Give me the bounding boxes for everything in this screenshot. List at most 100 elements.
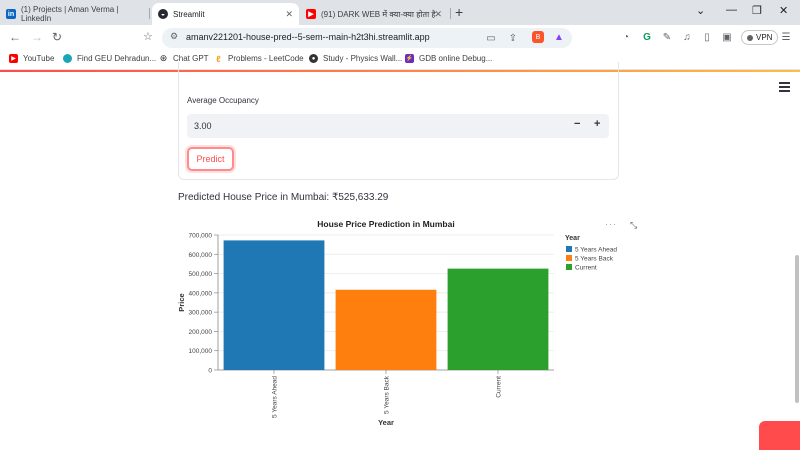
streamlit-badge[interactable] [759,421,800,450]
streamlit-app: Average Occupancy 3.00 − + Predict Predi… [0,62,800,450]
media-icon[interactable]: ♫ [683,31,691,43]
vpn-label: VPN [756,33,773,42]
x-tick-label: 5 Years Ahead [272,376,279,418]
close-tab-icon[interactable]: ✕ [434,8,442,19]
brave-shields-icon[interactable]: B [532,31,544,43]
tab-separator [149,8,150,19]
y-tick-label: 700,000 [189,233,213,240]
minimize-icon[interactable]: — [726,4,737,16]
chart-title: House Price Prediction in Mumbai [317,219,454,229]
back-icon[interactable]: ← [9,30,21,44]
page-scrollbar[interactable] [795,255,799,403]
y-tick-label: 200,000 [189,329,213,336]
predict-button[interactable]: Predict [187,147,234,171]
bookmark-leetcode[interactable]: ℓ Problems - LeetCode [214,54,304,64]
close-window-icon[interactable]: ✕ [779,5,789,17]
legend-title: Year [565,235,580,242]
bar-1 [335,289,437,370]
y-tick-label: 0 [208,368,212,375]
forward-icon[interactable]: → [31,30,43,44]
legend-swatch-1 [566,255,572,261]
bookmarks-bar: ▶ YouTube Find GEU Dehradun... ⊛ Chat GP… [0,50,800,70]
streamlit-icon: ◒ [158,9,168,19]
x-axis-label: Year [378,418,394,427]
grammarly-icon[interactable]: G [643,31,651,43]
streamlit-header-accent [0,70,800,72]
bookmark-label: Chat GPT [173,54,209,63]
occupancy-label: Average Occupancy [187,96,259,105]
url-text: amanv221201-house-pred--5-sem--main-h2t3… [186,32,430,42]
bookmark-label: Find GEU Dehradun... [77,54,157,63]
physics-icon: ● [309,54,318,63]
legend-entry-2: Current [575,265,597,272]
tab-label: (91) DARK WEB में क्या-क्या होता है देख [321,9,436,19]
legend-entry-1: 5 Years Back [575,256,614,263]
youtube-icon: ▶ [9,54,18,63]
tab-streamlit[interactable]: ◒ Streamlit ✕ [152,3,299,25]
tab-search-icon[interactable]: ⌄ [696,5,706,17]
x-tick-label: 5 Years Back [384,375,391,414]
y-tick-label: 400,000 [189,290,213,297]
sidebar-icon[interactable]: ▯ [704,31,710,43]
bookmark-youtube[interactable]: ▶ YouTube [9,54,54,63]
occupancy-value: 3.00 [194,121,212,131]
gdb-icon: ⚡ [405,54,414,63]
legend-swatch-0 [566,246,572,252]
main-menu-icon[interactable] [779,82,790,94]
reload-icon[interactable]: ↻ [52,30,63,44]
fullscreen-icon[interactable]: ⤡ [630,220,638,230]
bookmark-chatgpt[interactable]: ⊛ Chat GPT [159,53,209,63]
predicted-price-text: Predicted House Price in Mumbai: ₹525,63… [178,192,389,203]
y-tick-label: 300,000 [189,310,213,317]
bookmark-label: Problems - LeetCode [228,54,304,63]
y-tick-label: 100,000 [189,348,213,355]
browser-tab-strip: in (1) Projects | Aman Verma | LinkedIn … [0,0,800,25]
address-bar[interactable]: ⚙ amanv221201-house-pred--5-sem--main-h2… [162,28,572,48]
bar-2 [447,268,549,370]
tab-youtube[interactable]: ▶ (91) DARK WEB में क्या-क्या होता है दे… [306,3,448,25]
bookmark-label: YouTube [23,54,55,63]
y-axis-label: Price [177,293,186,311]
decrement-button[interactable]: − [574,118,581,130]
cast-icon[interactable]: ▭ [486,32,496,44]
bookmark-label: GDB online Debug... [419,54,493,63]
bookmark-geu[interactable]: Find GEU Dehradun... [63,54,156,63]
bookmark-gdb[interactable]: ⚡ GDB online Debug... [405,54,492,63]
tab-label: Streamlit [173,9,205,19]
vpn-button[interactable]: VPN [741,30,779,45]
legend-swatch-2 [566,264,572,270]
wallet-icon[interactable]: ▣ [722,31,732,43]
share-icon[interactable]: ⇪ [508,32,518,44]
price-bar-chart: House Price Prediction in Mumbai 0 100,000… [177,219,617,427]
bookmark-icon[interactable]: ☆ [143,31,153,43]
occupancy-number-input[interactable]: 3.00 − + [187,114,609,138]
tab-label: (1) Projects | Aman Verma | LinkedIn [21,5,119,23]
menu-icon[interactable]: ☰ [781,31,791,43]
legend-entry-0: 5 Years Ahead [575,247,617,254]
site-info-icon[interactable]: ⚙ [170,31,179,41]
openai-icon: ⊛ [159,53,168,63]
chart-actions-icon[interactable]: ··· [605,219,617,229]
performance-icon[interactable]: ◔ [622,31,630,43]
tab-separator [450,8,451,19]
close-tab-icon[interactable]: ✕ [285,8,293,19]
linkedin-icon: in [6,9,16,19]
y-tick-label: 600,000 [189,252,213,259]
prediction-form [178,62,619,180]
vpn-icon [747,34,753,41]
extension-icon[interactable]: ✎ [662,31,672,43]
increment-button[interactable]: + [594,118,601,130]
restore-icon[interactable]: ❐ [752,5,762,17]
y-tick-label: 500,000 [189,271,213,278]
tab-linkedin[interactable]: in (1) Projects | Aman Verma | LinkedIn [6,3,146,25]
leetcode-icon: ℓ [214,54,223,64]
youtube-icon: ▶ [306,9,316,19]
new-tab-button[interactable]: + [455,4,464,20]
bookmark-physics[interactable]: ● Study - Physics Wall... [309,54,402,63]
rewards-icon[interactable]: ▲ [554,31,564,43]
hexagon-icon [63,54,72,63]
bar-0 [223,240,325,370]
x-tick-label: Current [496,376,503,398]
browser-toolbar: ← → ↻ ☆ ⚙ amanv221201-house-pred--5-sem-… [0,25,800,50]
bookmark-label: Study - Physics Wall... [323,54,403,63]
